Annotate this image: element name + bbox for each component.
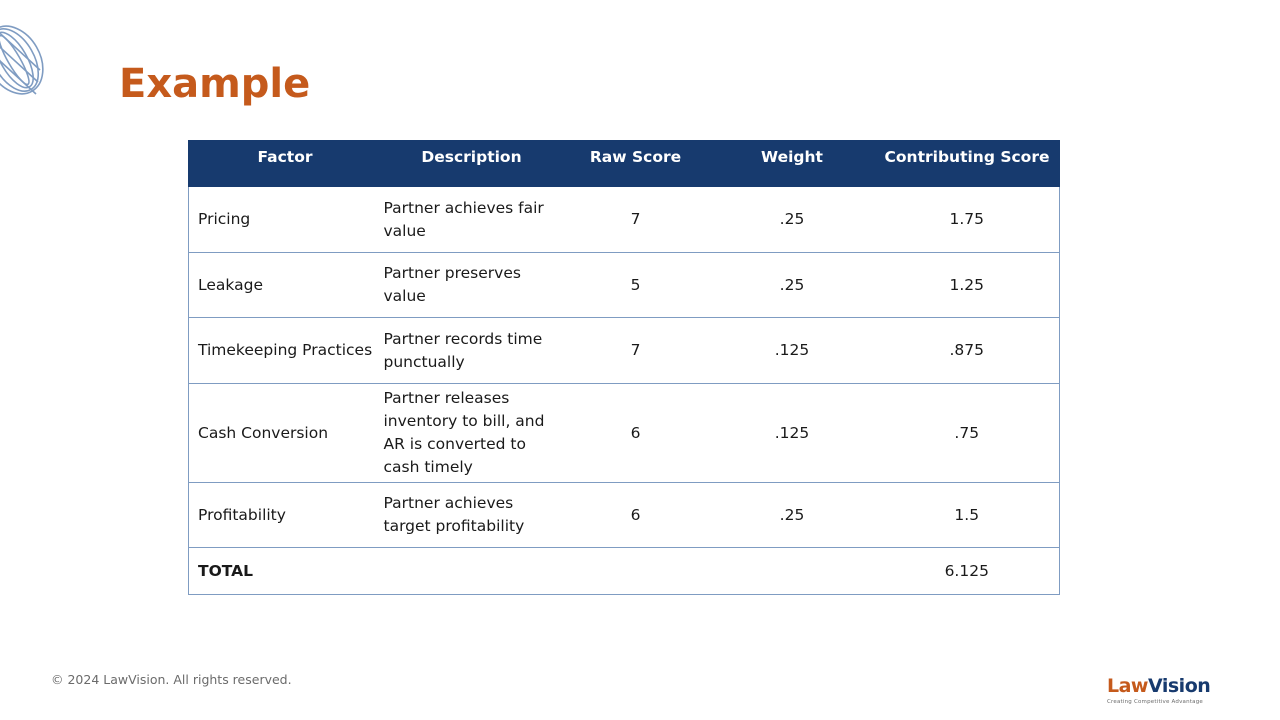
raw-score-cell: 6	[561, 383, 710, 483]
contributing-score-cell: .75	[874, 383, 1060, 483]
empty-cell	[709, 547, 875, 595]
table-row: Profitability Partner achieves target pr…	[188, 482, 1060, 548]
factor-cell: Profitability	[188, 482, 382, 548]
table-row: Cash Conversion Partner releases invento…	[188, 383, 1060, 483]
lawvision-logo: LawVision Creating Competitive Advantage	[1107, 674, 1211, 710]
logo-law-text: Law	[1107, 675, 1148, 697]
total-label: TOTAL	[188, 547, 382, 595]
table-row: Pricing Partner achieves fair value 7 .2…	[188, 186, 1060, 253]
table-row: Timekeeping Practices Partner records ti…	[188, 317, 1060, 384]
column-header-factor: Factor	[188, 140, 382, 187]
contributing-score-cell: 1.5	[874, 482, 1060, 548]
globe-icon	[0, 25, 44, 95]
description-cell: Partner preserves value	[381, 252, 562, 318]
description-cell: Partner achieves target profitability	[381, 482, 562, 548]
description-cell: Partner releases inventory to bill, and …	[381, 383, 562, 483]
slide-title: Example	[119, 61, 311, 107]
weight-cell: .25	[709, 482, 875, 548]
weight-cell: .25	[709, 252, 875, 318]
weight-cell: .25	[709, 186, 875, 253]
contributing-score-cell: 1.25	[874, 252, 1060, 318]
logo-wordmark: LawVision	[1107, 674, 1211, 698]
raw-score-cell: 7	[561, 317, 710, 384]
factor-cell: Pricing	[188, 186, 382, 253]
raw-score-cell: 7	[561, 186, 710, 253]
logo-vision-text: Vision	[1147, 675, 1211, 697]
column-header-contributing-score: Contributing Score	[874, 140, 1060, 187]
contributing-score-cell: 1.75	[874, 186, 1060, 253]
raw-score-cell: 6	[561, 482, 710, 548]
logo-tagline: Creating Competitive Advantage	[1107, 699, 1204, 705]
factor-cell: Cash Conversion	[188, 383, 382, 483]
weight-cell: .125	[709, 383, 875, 483]
empty-cell	[381, 547, 562, 595]
total-contributing-score: 6.125	[874, 547, 1060, 595]
factor-cell: Timekeeping Practices	[188, 317, 382, 384]
raw-score-cell: 5	[561, 252, 710, 318]
factor-cell: Leakage	[188, 252, 382, 318]
description-cell: Partner records time punctually	[381, 317, 562, 384]
column-header-raw-score: Raw Score	[561, 140, 710, 187]
table-row: Leakage Partner preserves value 5 .25 1.…	[188, 252, 1060, 318]
description-cell: Partner achieves fair value	[381, 186, 562, 253]
copyright-footer: © 2024 LawVision. All rights reserved.	[51, 672, 292, 687]
contributing-score-cell: .875	[874, 317, 1060, 384]
weight-cell: .125	[709, 317, 875, 384]
column-header-weight: Weight	[709, 140, 875, 187]
column-header-description: Description	[381, 140, 562, 187]
total-row: TOTAL 6.125	[188, 547, 1060, 595]
scoring-table: Factor Description Raw Score Weight Cont…	[188, 140, 1060, 595]
table-header-row: Factor Description Raw Score Weight Cont…	[188, 140, 1060, 187]
empty-cell	[561, 547, 710, 595]
